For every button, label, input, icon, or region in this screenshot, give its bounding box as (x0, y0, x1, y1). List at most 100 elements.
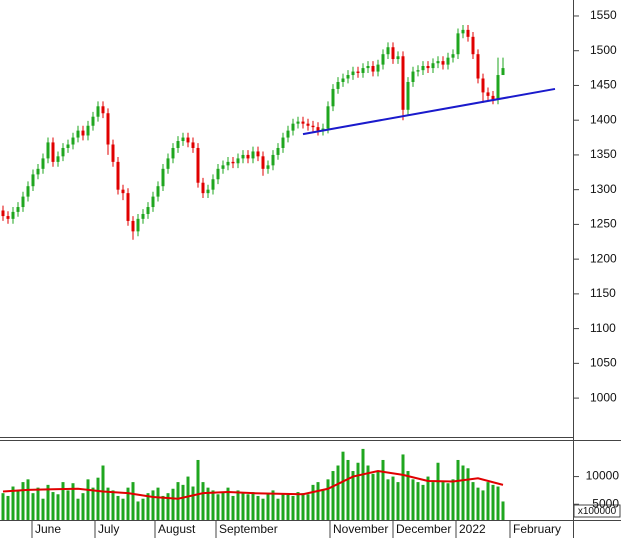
volume-bar (56, 494, 60, 520)
volume-bar (501, 501, 505, 520)
candle-body (206, 189, 210, 194)
volume-bar (371, 473, 375, 520)
volume-bar (356, 462, 360, 520)
volume-bar (296, 492, 300, 520)
volume-bar (361, 448, 365, 520)
volume-bar (496, 486, 500, 520)
volume-bar (136, 501, 140, 520)
volume-bar (461, 465, 465, 520)
volume-bar (326, 479, 330, 520)
candle-body (491, 95, 495, 100)
candle-body (476, 54, 480, 79)
candle-body (221, 165, 225, 169)
candle-body (161, 168, 165, 187)
volume-bar (221, 492, 225, 520)
candle-body (16, 207, 20, 212)
candle-body (426, 66, 430, 69)
candle-body (331, 88, 335, 107)
y-tick-label: 1000 (590, 390, 617, 404)
candle-body (496, 75, 500, 100)
candle-body (371, 66, 375, 72)
candle-body (461, 29, 465, 34)
volume-bar (16, 490, 20, 520)
volume-bar (286, 493, 290, 520)
candle-body (166, 158, 170, 169)
volume-bar (186, 476, 190, 520)
candle-body (76, 130, 80, 138)
volume-bar (156, 487, 160, 520)
volume-bar (236, 490, 240, 520)
volume-unit: x100000 (578, 506, 617, 517)
volume-bar (331, 471, 335, 520)
volume-bar (481, 490, 485, 520)
candle-body (146, 207, 150, 214)
volume-bar (346, 459, 350, 520)
volume-bar (1, 493, 5, 520)
moving-average (2, 470, 504, 500)
volume-bar (316, 482, 320, 520)
volume-bar (176, 482, 180, 520)
y-tick-label: 5000 (592, 496, 619, 510)
volume-bar (196, 459, 200, 520)
candle-body (391, 47, 395, 60)
y-tick-label: 1200 (590, 251, 617, 265)
x-tick-label: February (513, 522, 561, 536)
x-tick-label: September (219, 522, 278, 536)
candle-body (501, 68, 505, 76)
candle-body (141, 213, 145, 219)
candle-body (51, 142, 55, 162)
candle-body (56, 156, 60, 162)
volume-bar (386, 479, 390, 520)
candle-body (231, 161, 235, 164)
volume-bar (126, 487, 130, 520)
volume-bar (166, 493, 170, 520)
candle-body (471, 36, 475, 55)
candle-body (436, 61, 440, 64)
x-tick-label: December (396, 522, 451, 536)
volume-bar (391, 476, 395, 520)
volume-bar (281, 494, 285, 520)
candle-body (256, 151, 260, 157)
volume-bar (411, 479, 415, 520)
volume-bar (421, 484, 425, 520)
x-tick-label: November (333, 522, 388, 536)
candle-body (106, 113, 110, 145)
candle-body (191, 142, 195, 148)
volume-bar (146, 493, 150, 520)
volume-bar (86, 479, 90, 520)
candle-body (291, 123, 295, 131)
volume-bar (101, 465, 105, 520)
candle-body (31, 174, 35, 187)
candle-body (116, 161, 120, 190)
candle-body (66, 144, 70, 148)
y-tick-label: 1400 (590, 112, 617, 126)
candle-body (276, 147, 280, 155)
volume-bar (416, 482, 420, 520)
candle-body (351, 71, 355, 76)
candle-body (1, 210, 5, 217)
candle-body (226, 161, 230, 166)
candle-body (171, 147, 175, 159)
volume-bar (381, 459, 385, 520)
volume-bar (31, 493, 35, 520)
volume-bar (61, 482, 65, 520)
candle-body (466, 29, 470, 37)
volume-bar (71, 483, 75, 520)
candle-body (136, 218, 140, 232)
volume-bar (246, 494, 250, 520)
candle-body (451, 54, 455, 58)
candle-body (241, 154, 245, 159)
volume-bar (226, 487, 230, 520)
candle-body (181, 137, 185, 142)
candle-body (421, 66, 425, 71)
volume-bar (41, 498, 45, 520)
volume-bar (171, 488, 175, 520)
y-tick-label: 10000 (586, 469, 620, 483)
candle-body (121, 189, 125, 194)
volume-bar (141, 498, 145, 520)
candle-body (446, 57, 450, 65)
volume-bar (231, 495, 235, 520)
candle-body (406, 81, 410, 110)
